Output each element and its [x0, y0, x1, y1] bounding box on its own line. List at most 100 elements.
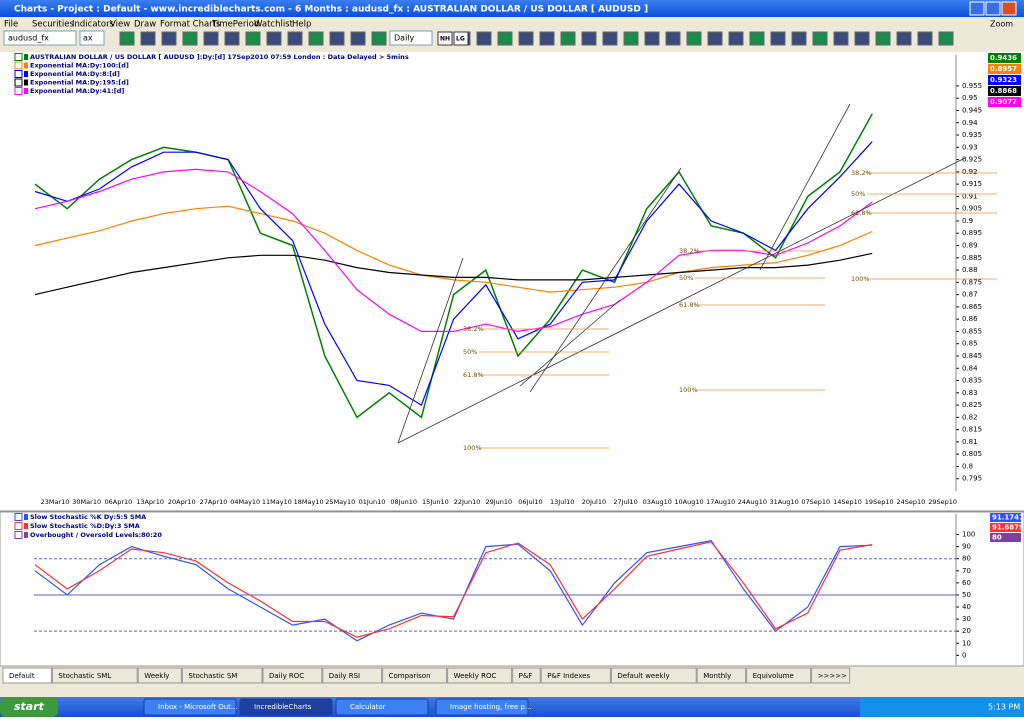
toolbar-button[interactable]	[686, 31, 702, 46]
tab[interactable]	[181, 667, 263, 684]
menu-item[interactable]: Watchlist	[254, 20, 294, 30]
toolbar-button[interactable]	[437, 31, 453, 46]
tab[interactable]	[2, 667, 52, 684]
toolbar-button[interactable]	[266, 31, 282, 46]
legend-checkbox[interactable]	[14, 87, 23, 95]
x-tick-label: 27Apr10	[200, 498, 228, 506]
toolbar-button[interactable]	[497, 31, 513, 46]
toolbar-button[interactable]	[287, 31, 303, 46]
field-box[interactable]	[79, 30, 105, 46]
start-button[interactable]	[0, 697, 58, 717]
toolbar-button[interactable]	[119, 31, 135, 46]
toolbar-button[interactable]	[371, 31, 387, 46]
tab[interactable]	[540, 667, 611, 684]
x-tick-label: 25May10	[325, 498, 355, 506]
legend-checkbox[interactable]	[14, 522, 23, 530]
tab-label: Weekly ROC	[454, 672, 497, 680]
legend-checkbox[interactable]	[14, 513, 23, 521]
legend-swatch	[24, 523, 28, 529]
toolbar-button[interactable]	[203, 31, 219, 46]
symbol-box[interactable]	[3, 30, 77, 46]
zoom[interactable]: Zoom	[990, 20, 1013, 29]
tab[interactable]	[512, 667, 541, 684]
toolbar-button[interactable]	[644, 31, 660, 46]
toolbar-button[interactable]	[749, 31, 765, 46]
minimize[interactable]	[969, 1, 985, 16]
menu-item[interactable]: Format Charts	[160, 20, 221, 30]
toolbar-button[interactable]	[602, 31, 618, 46]
toolbar-button[interactable]	[560, 31, 576, 46]
toolbar-button[interactable]	[453, 31, 469, 46]
tab[interactable]	[811, 667, 851, 684]
y-tick-label: 10	[962, 639, 971, 647]
trendline	[759, 103, 851, 271]
x-tick-label: 14Sep10	[833, 498, 862, 506]
y-tick-label: 90	[962, 543, 971, 551]
tab[interactable]	[610, 667, 697, 684]
tab[interactable]	[382, 667, 448, 684]
x-tick-label: 03Aug10	[643, 498, 672, 506]
toolbar-button[interactable]	[833, 31, 849, 46]
fib-label: 50%	[463, 348, 477, 356]
toolbar-button[interactable]	[140, 31, 156, 46]
maximize[interactable]	[985, 1, 1001, 16]
taskbar-item[interactable]	[335, 698, 429, 716]
toolbar-button[interactable]	[896, 31, 912, 46]
menu-item[interactable]: Securities	[32, 20, 74, 30]
legend-checkbox[interactable]	[14, 53, 23, 61]
field: ax	[83, 34, 93, 43]
toolbar-button[interactable]	[308, 31, 324, 46]
legend-checkbox[interactable]	[14, 61, 23, 70]
toolbar-button[interactable]	[581, 31, 597, 46]
y-tick-label: 0.835	[962, 377, 982, 385]
toolbar-button[interactable]	[476, 31, 492, 46]
toolbar-button[interactable]	[329, 31, 345, 46]
y-tick-label: 0.875	[962, 278, 982, 286]
legend-checkbox[interactable]	[14, 78, 23, 87]
y-tick-label: 0.84	[962, 364, 978, 372]
x-tick-label: 29Jun10	[485, 498, 512, 506]
tab[interactable]	[696, 667, 747, 684]
toolbar-button[interactable]	[539, 31, 555, 46]
toolbar-button[interactable]	[938, 31, 954, 46]
legend-checkbox[interactable]	[14, 531, 23, 539]
taskbar-item[interactable]	[143, 698, 237, 716]
tab[interactable]	[137, 667, 182, 684]
toolbar-button[interactable]	[707, 31, 723, 46]
y-tick-label: 0.815	[962, 426, 982, 434]
tab[interactable]	[447, 667, 513, 684]
toolbar-button[interactable]	[875, 31, 891, 46]
taskbar-item[interactable]	[435, 698, 529, 716]
legend-checkbox[interactable]	[14, 70, 23, 78]
tab[interactable]	[746, 667, 812, 684]
period-box[interactable]	[389, 30, 433, 46]
taskbar-item[interactable]	[239, 698, 333, 716]
tab[interactable]	[51, 667, 138, 684]
toolbar-button[interactable]	[623, 31, 639, 46]
menu-item[interactable]: Help	[292, 20, 311, 30]
menu-item[interactable]: TimePeriod	[211, 20, 259, 30]
toolbar-button[interactable]	[350, 31, 366, 46]
toolbar-button[interactable]	[728, 31, 744, 46]
toolbar-button[interactable]	[518, 31, 534, 46]
tab[interactable]	[262, 667, 323, 684]
toolbar-button[interactable]	[770, 31, 786, 46]
toolbar-button[interactable]	[917, 31, 933, 46]
toolbar-button[interactable]	[812, 31, 828, 46]
tab-label: Monthly	[703, 672, 731, 680]
toolbar-button[interactable]	[665, 31, 681, 46]
toolbar-button[interactable]	[245, 31, 261, 46]
menu-item[interactable]: View	[110, 20, 130, 30]
toolbar-button[interactable]	[182, 31, 198, 46]
menu-item[interactable]: File	[4, 20, 18, 30]
legend-swatch	[24, 514, 28, 520]
toolbar-button[interactable]	[161, 31, 177, 46]
tab[interactable]	[322, 667, 383, 684]
toolbar-button[interactable]	[791, 31, 807, 46]
close[interactable]	[1001, 1, 1017, 16]
toolbar-button[interactable]	[854, 31, 870, 46]
fib-label: 61.8%	[851, 209, 872, 217]
menu-item[interactable]: Indicators	[72, 20, 115, 30]
toolbar-button[interactable]	[224, 31, 240, 46]
menu-item[interactable]: Draw	[134, 20, 156, 30]
